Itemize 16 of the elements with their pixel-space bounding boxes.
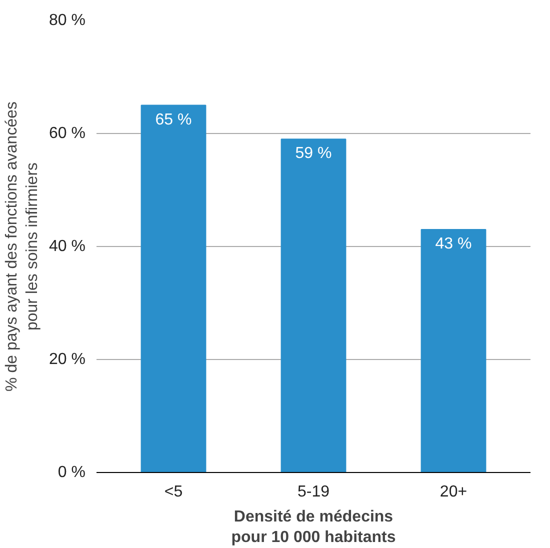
x-tick-label: <5	[164, 484, 183, 500]
y-tick-label: 40 %	[49, 238, 86, 255]
data-label: 59 %	[295, 145, 332, 162]
x-tick-label: 20+	[440, 484, 468, 500]
bar	[280, 138, 346, 472]
x-tick-label: 5-19	[297, 484, 330, 500]
bar	[420, 229, 486, 472]
y-tick-label: 20 %	[49, 351, 86, 368]
y-axis-title: % de pays ayant des fonctions avancées pour les soins infirmiers	[4, 102, 42, 392]
data-label: 65 %	[155, 111, 192, 128]
y-tick-label: 0 %	[58, 464, 86, 481]
x-axis-title: Densité de médecins pour 10 000 habitants	[231, 508, 396, 546]
y-tick-label: 60 %	[49, 125, 86, 142]
y-tick-label: 80 %	[49, 12, 86, 29]
bar	[140, 104, 206, 472]
data-label: 43 %	[435, 236, 472, 253]
